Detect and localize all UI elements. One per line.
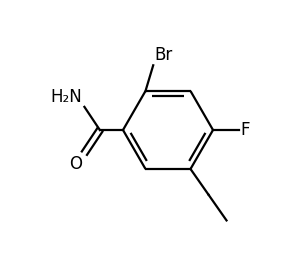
Text: F: F bbox=[240, 121, 250, 139]
Text: Br: Br bbox=[154, 46, 173, 64]
Text: O: O bbox=[69, 155, 82, 173]
Text: H₂N: H₂N bbox=[51, 88, 82, 106]
